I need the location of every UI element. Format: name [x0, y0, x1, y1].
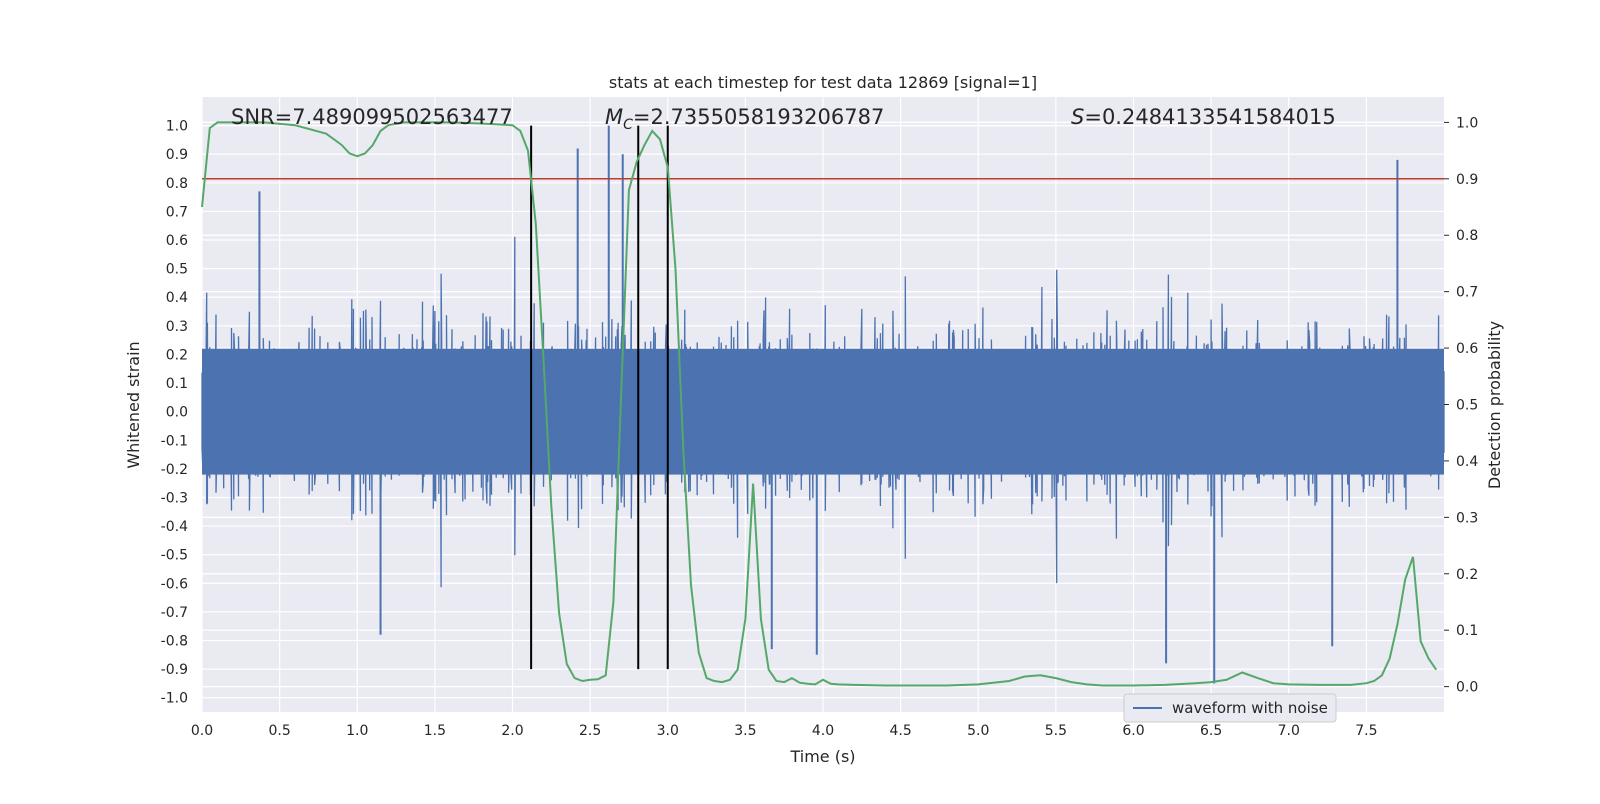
y-tick-label-left: 0.1: [166, 376, 188, 392]
y-axis-label-left: Whitened strain: [124, 341, 143, 468]
y-tick-label-left: -0.4: [161, 519, 188, 535]
legend-label-waveform: waveform with noise: [1172, 699, 1328, 717]
snr-annotation: SNR=7.489099502563477: [231, 105, 513, 129]
y-tick-label-left: 0.3: [166, 319, 188, 335]
tick-labels: 0.0 0.5 1.0 1.5 2.0 2.5 3.0 3.5 4.0 4.5 5.0 5.5 6.0 6…: [161, 115, 1479, 739]
x-tick-label: 6.0: [1122, 723, 1144, 739]
chart-title: stats at each timestep for test data 128…: [609, 73, 1037, 92]
x-tick-label: 1.0: [346, 723, 368, 739]
s-symbol: S: [1071, 105, 1084, 129]
y-tick-label-left: -1.0: [161, 691, 188, 707]
x-tick-label: 2.0: [501, 723, 523, 739]
y-tick-label-right: 0.1: [1456, 623, 1478, 639]
y-tick-label-left: 0.6: [166, 233, 188, 249]
y-tick-label-left: -0.1: [161, 433, 188, 449]
chirp-mass-annotation: MC=2.7355058193206787: [605, 105, 884, 133]
chirp-mass-symbol: M: [605, 105, 623, 129]
x-tick-label: 0.0: [191, 723, 213, 739]
x-axis-label: Time (s): [789, 747, 855, 766]
s-value: =0.2484133541584015: [1084, 105, 1335, 129]
legend: waveform with noise: [1123, 693, 1337, 723]
x-tick-label: 3.0: [657, 723, 679, 739]
x-tick-label: 1.5: [424, 723, 446, 739]
y-tick-label-left: -0.2: [161, 462, 188, 478]
y-tick-label-right: 0.8: [1456, 228, 1478, 244]
y-tick-label-right: 1.0: [1456, 115, 1478, 131]
y-tick-label-right: 0.3: [1456, 510, 1478, 526]
x-tick-label: 3.5: [734, 723, 756, 739]
y-tick-label-left: 0.8: [166, 176, 188, 192]
y-tick-label-right: 0.7: [1456, 285, 1478, 301]
chirp-mass-subscript: C: [623, 117, 633, 133]
x-tick-label: 5.0: [967, 723, 989, 739]
chirp-mass-value: =2.7355058193206787: [633, 105, 884, 129]
y-axis-label-right: Detection probability: [1485, 321, 1504, 489]
y-tick-label-right: 0.9: [1456, 172, 1478, 188]
x-tick-label: 6.5: [1200, 723, 1222, 739]
y-tick-label-left: 0.9: [166, 147, 188, 163]
x-tick-label: 7.5: [1355, 723, 1377, 739]
y-tick-label-right: 0.2: [1456, 567, 1478, 583]
x-tick-label: 5.5: [1045, 723, 1067, 739]
waveform-series: [201, 125, 1445, 684]
y-tick-label-left: -0.3: [161, 490, 188, 506]
y-tick-label-left: -0.7: [161, 605, 188, 621]
overlay-lines: [201, 121, 1444, 687]
x-tick-label: 4.0: [812, 723, 834, 739]
legend-box: [1123, 693, 1337, 723]
waveform-core-band: [202, 348, 1444, 475]
y-tick-label-left: 0.4: [166, 290, 188, 306]
y-tick-label-left: 0.5: [166, 262, 188, 278]
detection-probability-line: [201, 121, 1438, 687]
y-tick-label-left: 0.0: [166, 405, 188, 421]
y-tick-label-right: 0.6: [1456, 341, 1478, 357]
y-tick-label-left: -0.6: [161, 576, 188, 592]
y-tick-label-left: 0.7: [166, 204, 188, 220]
y-tick-label-left: -0.9: [161, 662, 188, 678]
y-tick-label-left: -0.5: [161, 548, 188, 564]
x-tick-label: 0.5: [268, 723, 290, 739]
y-tick-label-right: 0.4: [1456, 454, 1478, 470]
y-tick-label-left: -0.8: [161, 633, 188, 649]
y-tick-label-left: 1.0: [166, 119, 188, 135]
y-tick-label-right: 0.5: [1456, 398, 1478, 414]
y-tick-label-right: 0.0: [1456, 680, 1478, 696]
s-annotation: S=0.2484133541584015: [1071, 105, 1336, 129]
x-tick-label: 4.5: [889, 723, 911, 739]
y-tick-label-left: 0.2: [166, 347, 188, 363]
x-tick-label: 7.0: [1278, 723, 1300, 739]
x-tick-label: 2.5: [579, 723, 601, 739]
